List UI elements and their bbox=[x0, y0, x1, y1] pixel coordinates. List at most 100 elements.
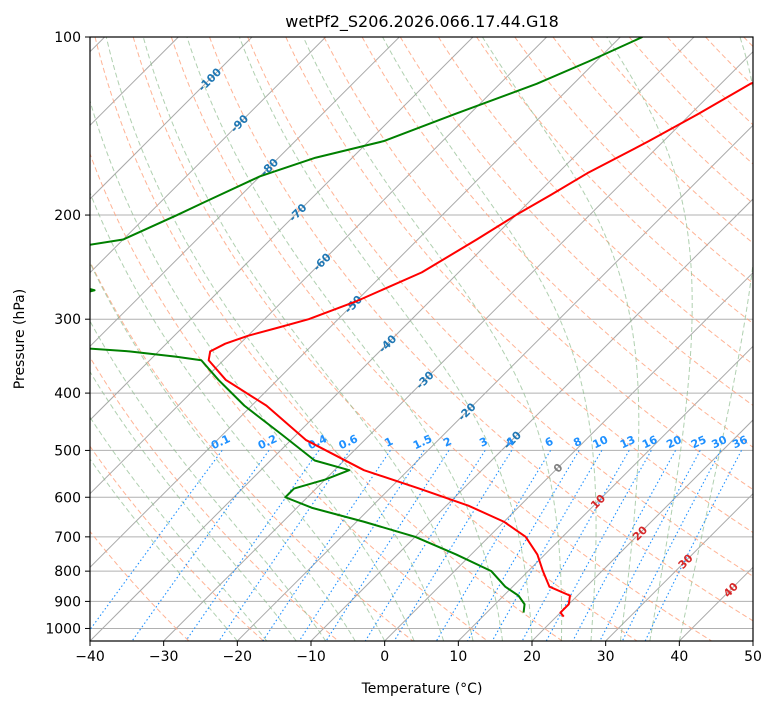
mixing-ratio-label: 30 bbox=[710, 433, 730, 451]
y-tick-label: 400 bbox=[54, 386, 81, 402]
mixing-ratio-line bbox=[599, 450, 701, 641]
dry-adiabat-lines bbox=[90, 37, 753, 641]
x-tick-label: 20 bbox=[523, 649, 541, 665]
dry-adiabat-line bbox=[705, 37, 753, 87]
isotherm-line bbox=[90, 37, 327, 274]
dry-adiabat-line bbox=[323, 37, 753, 491]
temperature-profile-line bbox=[207, 81, 753, 618]
mixing-ratio-line bbox=[621, 450, 722, 641]
dry-adiabat-line bbox=[590, 37, 753, 205]
mixing-ratio-lines bbox=[90, 450, 742, 641]
x-axis-label: Temperature (°C) bbox=[361, 681, 483, 697]
isotherm-line bbox=[90, 37, 474, 421]
y-tick-label: 100 bbox=[54, 30, 81, 46]
x-tick-label: −40 bbox=[75, 649, 105, 665]
mixing-ratio-label: 25 bbox=[689, 433, 708, 451]
mixing-ratio-line bbox=[90, 450, 223, 631]
y-tick-label: 800 bbox=[54, 564, 81, 580]
mixing-ratio-line bbox=[298, 450, 425, 641]
moist-adiabat-line bbox=[142, 37, 474, 641]
moist-adiabat-lines bbox=[90, 37, 753, 641]
dry-adiabat-line bbox=[90, 445, 265, 641]
moist-adiabat-line bbox=[606, 37, 693, 641]
isotherm-line bbox=[384, 271, 753, 641]
dry-adiabat-line bbox=[743, 37, 753, 48]
mixing-ratio-label: 16 bbox=[640, 433, 660, 451]
dry-adiabat-line bbox=[132, 37, 638, 641]
x-tick-label: 0 bbox=[380, 649, 389, 665]
isotherm-line bbox=[90, 37, 621, 569]
dry-adiabat-line bbox=[438, 37, 753, 365]
dry-adiabat-line bbox=[209, 37, 753, 622]
x-tick-label: 50 bbox=[744, 649, 762, 665]
skewed-isotherm-lines bbox=[90, 37, 753, 641]
x-tick-label: 10 bbox=[449, 649, 467, 665]
dewpoint-profile-line bbox=[90, 37, 643, 613]
mixing-ratio-line bbox=[218, 450, 351, 641]
isotherm-line bbox=[236, 124, 753, 641]
isotherm-line bbox=[90, 37, 695, 641]
moist-adiabat-line bbox=[90, 191, 386, 641]
isotherm-line bbox=[457, 345, 753, 641]
isotherm-line bbox=[90, 37, 253, 200]
mixing-ratio-line bbox=[262, 450, 391, 641]
moist-adiabat-line bbox=[90, 320, 327, 641]
sounding-profiles bbox=[90, 37, 753, 618]
mixing-ratio-label: 2 bbox=[441, 435, 453, 450]
y-axis-label: Pressure (hPa) bbox=[12, 289, 28, 389]
moist-adiabat-line bbox=[302, 37, 563, 641]
moist-adiabat-line bbox=[90, 458, 238, 641]
mixing-ratio-label: 20 bbox=[664, 433, 684, 451]
mixing-ratio-line bbox=[521, 450, 630, 641]
dry-adiabat-line bbox=[170, 37, 713, 641]
mixing-ratio-label: 1 bbox=[383, 435, 395, 450]
isotherm-line bbox=[605, 492, 753, 641]
mixing-ratio-label: 0.6 bbox=[337, 432, 360, 452]
plot-frame bbox=[89, 36, 754, 642]
y-tick-label: 700 bbox=[54, 530, 81, 546]
moist-adiabat-line bbox=[238, 37, 533, 641]
x-tick-label: −30 bbox=[149, 649, 179, 665]
mixing-ratio-label: 13 bbox=[618, 433, 637, 451]
x-axis: −40 −30 −20 −10 0 10 20 30 40 50 bbox=[75, 641, 762, 665]
dry-adiabat-line bbox=[90, 152, 489, 641]
mixing-ratio-line bbox=[545, 450, 652, 641]
y-axis: 100 200 300 400 500 600 700 800 900 1000 bbox=[45, 30, 90, 637]
y-tick-label: 200 bbox=[54, 208, 81, 224]
y-tick-label: 900 bbox=[54, 594, 81, 610]
moist-adiabat-line bbox=[90, 416, 268, 641]
dry-adiabat-line bbox=[514, 37, 753, 284]
dry-adiabat-line bbox=[285, 37, 753, 534]
y-tick-label: 300 bbox=[54, 312, 81, 328]
moist-adiabat-line bbox=[90, 261, 356, 641]
y-tick-label: 500 bbox=[54, 443, 81, 459]
isotherm-line bbox=[752, 640, 753, 641]
moist-adiabat-line bbox=[105, 37, 445, 641]
mixing-ratio-label: 0.2 bbox=[256, 432, 279, 452]
mixing-ratio-line bbox=[393, 450, 513, 641]
isotherm-line bbox=[90, 37, 548, 495]
isotherm-line bbox=[163, 50, 753, 641]
moist-adiabat-line bbox=[186, 37, 504, 641]
mixing-ratio-line bbox=[325, 450, 450, 641]
x-tick-label: −20 bbox=[223, 649, 253, 665]
mixing-ratio-line bbox=[644, 450, 742, 641]
isotherm-label: -100 bbox=[196, 65, 225, 94]
chart-title: wetPf2_S206.2026.066.17.44.G18 bbox=[285, 12, 559, 32]
dry-adiabat-line bbox=[90, 356, 339, 641]
mixing-ratio-line bbox=[572, 450, 677, 641]
isotherm-line bbox=[90, 37, 400, 348]
dry-adiabat-line bbox=[90, 260, 414, 641]
moist-adiabat-line bbox=[382, 37, 597, 641]
dry-adiabat-line bbox=[94, 37, 564, 641]
dry-adiabat-line bbox=[90, 530, 190, 641]
x-tick-label: −10 bbox=[296, 649, 326, 665]
mixing-ratio-line bbox=[435, 450, 552, 641]
dry-adiabat-line bbox=[361, 37, 753, 448]
mixing-ratio-label: 36 bbox=[730, 433, 750, 451]
plot-area: -100-90-80-70-60-50-40-30-20-10010203040… bbox=[90, 37, 753, 641]
mixing-ratio-line bbox=[364, 450, 486, 641]
mixing-ratio-label: 10 bbox=[591, 433, 611, 451]
mixing-ratio-label: 1.5 bbox=[411, 432, 434, 452]
